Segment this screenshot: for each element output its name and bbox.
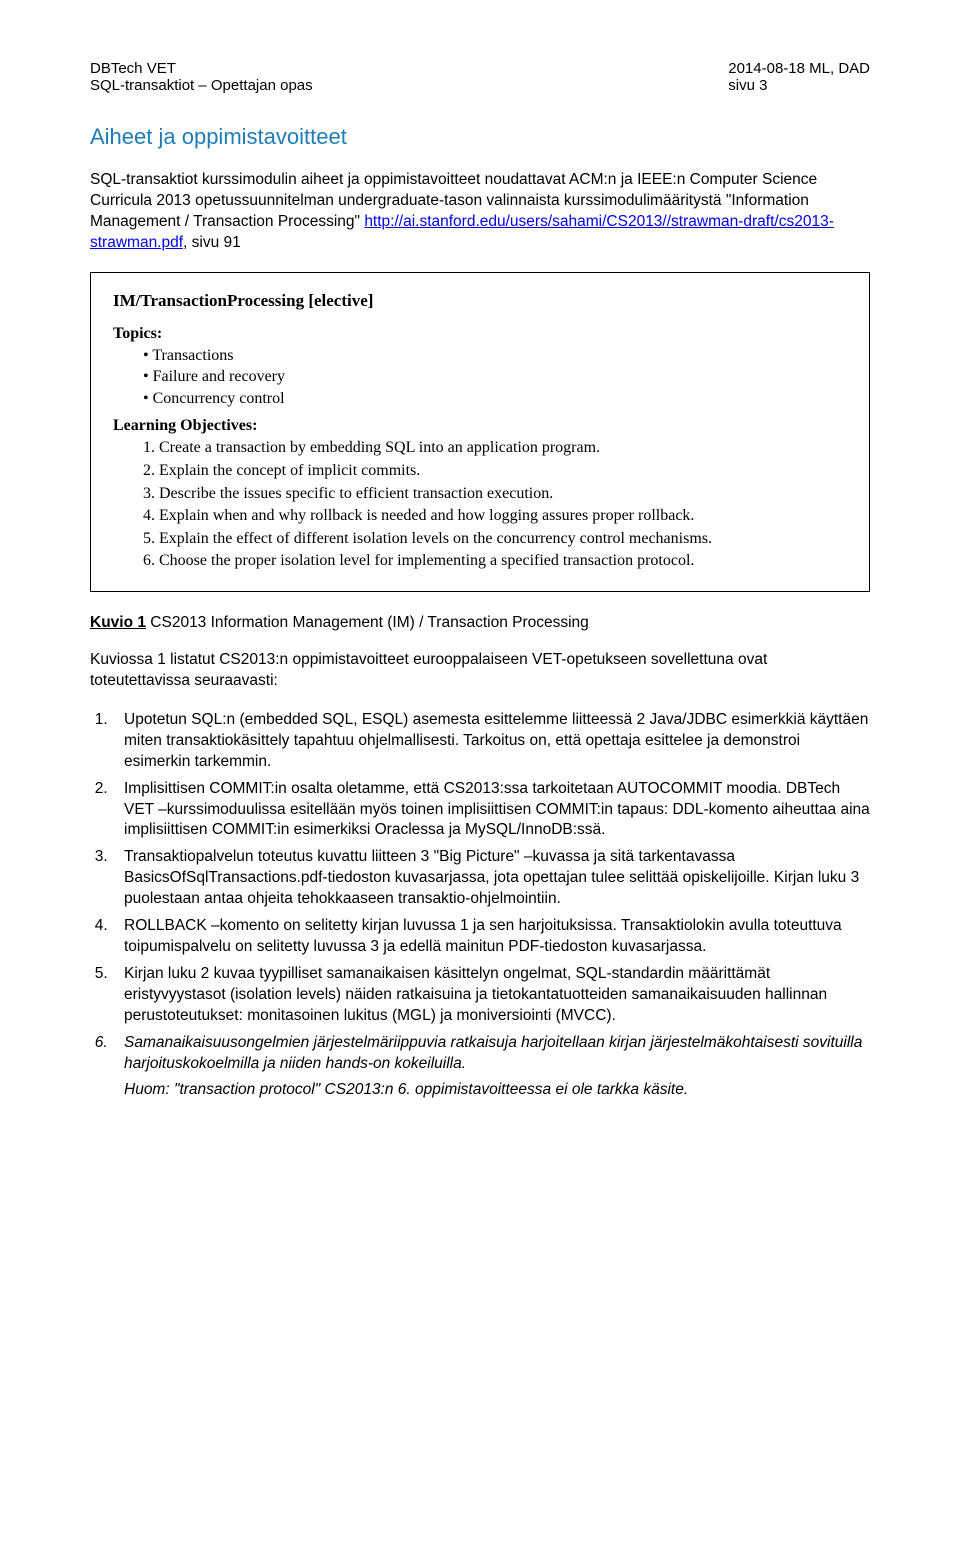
topic-item: Failure and recovery xyxy=(143,366,847,388)
numbered-list: Upotetun SQL:n (embedded SQL, ESQL) asem… xyxy=(90,710,870,1075)
objective-item: 4. Explain when and why rollback is need… xyxy=(143,505,847,527)
topics-label: Topics: xyxy=(113,325,847,343)
list-item: Implisittisen COMMIT:in osalta oletamme,… xyxy=(112,779,870,842)
objectives-label: Learning Objectives: xyxy=(113,417,847,435)
note-line: Huom: "transaction protocol" CS2013:n 6.… xyxy=(124,1081,870,1099)
objective-item: 2. Explain the concept of implicit commi… xyxy=(143,460,847,482)
box-title: IM/TransactionProcessing [elective] xyxy=(113,291,847,311)
header-page-num: sivu 3 xyxy=(728,77,870,94)
note-label: Huom: xyxy=(124,1081,170,1098)
header-right: 2014-08-18 ML, DAD sivu 3 xyxy=(728,60,870,94)
objective-item: 5. Explain the effect of different isola… xyxy=(143,528,847,550)
objectives-list: 1. Create a transaction by embedding SQL… xyxy=(143,437,847,572)
objective-item: 6. Choose the proper isolation level for… xyxy=(143,550,847,572)
header-left: DBTech VET SQL-transaktiot – Opettajan o… xyxy=(90,60,313,94)
figure-label: Kuvio 1 xyxy=(90,614,146,631)
list-item: Samanaikaisuusongelmien järjestelmäriipp… xyxy=(112,1033,870,1075)
figure-caption-text: CS2013 Information Management (IM) / Tra… xyxy=(146,614,589,631)
objective-item: 1. Create a transaction by embedding SQL… xyxy=(143,437,847,459)
page: DBTech VET SQL-transaktiot – Opettajan o… xyxy=(0,0,960,1159)
list-item: Upotetun SQL:n (embedded SQL, ESQL) asem… xyxy=(112,710,870,773)
page-header: DBTech VET SQL-transaktiot – Opettajan o… xyxy=(90,60,870,94)
topic-item: Transactions xyxy=(143,345,847,367)
header-title: DBTech VET xyxy=(90,60,313,77)
paragraph-2: Kuviossa 1 listatut CS2013:n oppimistavo… xyxy=(90,650,870,692)
note-text: "transaction protocol" CS2013:n 6. oppim… xyxy=(170,1081,688,1098)
figure-caption: Kuvio 1 CS2013 Information Management (I… xyxy=(90,614,870,632)
topic-item: Concurrency control xyxy=(143,388,847,410)
header-date: 2014-08-18 ML, DAD xyxy=(728,60,870,77)
section-title: Aiheet ja oppimistavoitteet xyxy=(90,124,870,150)
intro-paragraph: SQL-transaktiot kurssimodulin aiheet ja … xyxy=(90,170,870,254)
list-item: Kirjan luku 2 kuvaa tyypilliset samanaik… xyxy=(112,964,870,1027)
list-item: ROLLBACK –komento on selitetty kirjan lu… xyxy=(112,916,870,958)
header-subtitle: SQL-transaktiot – Opettajan opas xyxy=(90,77,313,94)
objective-item: 3. Describe the issues specific to effic… xyxy=(143,483,847,505)
intro-text-part2: , sivu 91 xyxy=(183,234,241,251)
curriculum-box: IM/TransactionProcessing [elective] Topi… xyxy=(90,272,870,592)
topics-list: Transactions Failure and recovery Concur… xyxy=(143,345,847,410)
list-item: Transaktiopalvelun toteutus kuvattu liit… xyxy=(112,847,870,910)
